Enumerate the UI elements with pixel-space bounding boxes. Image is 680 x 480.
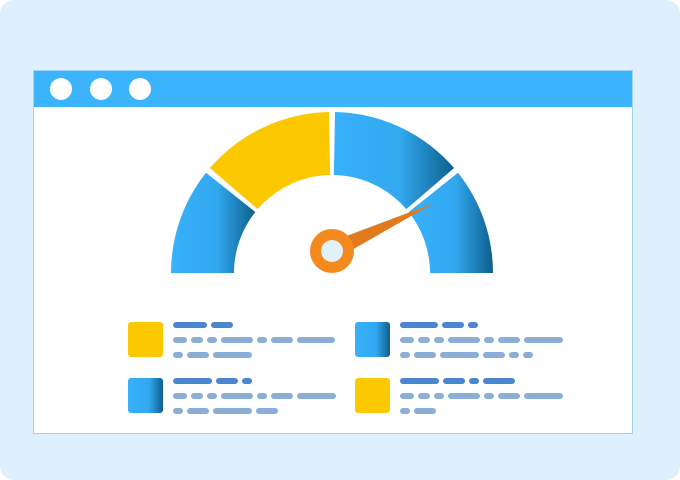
text-bar — [173, 408, 183, 414]
legend-text-placeholder — [173, 352, 252, 358]
text-bar — [257, 393, 267, 399]
legend-heading-placeholder — [173, 378, 252, 384]
window-control-close[interactable] — [50, 78, 72, 100]
text-bar — [221, 393, 253, 399]
text-bar — [434, 393, 444, 399]
legend-text-placeholder — [173, 393, 336, 399]
legend-item — [355, 378, 585, 418]
text-bar — [257, 337, 267, 343]
text-bar — [448, 393, 480, 399]
text-bar — [207, 337, 217, 343]
legend-heading-placeholder — [173, 322, 233, 328]
text-bar — [442, 322, 464, 328]
legend-text-placeholder — [400, 352, 533, 358]
legend-text-placeholder — [173, 337, 335, 343]
legend-heading-placeholder — [400, 378, 515, 384]
window-control-maximize[interactable] — [129, 78, 151, 100]
text-bar — [434, 337, 444, 343]
text-bar — [213, 352, 252, 358]
text-bar — [187, 408, 209, 414]
text-bar — [211, 322, 233, 328]
text-bar — [400, 352, 410, 358]
text-bar — [400, 393, 414, 399]
text-bar — [400, 408, 410, 414]
text-bar — [400, 337, 414, 343]
legend-text-placeholder — [400, 408, 436, 414]
text-bar — [524, 337, 563, 343]
text-bar — [418, 337, 430, 343]
text-bar — [414, 352, 436, 358]
needle-hub-center — [321, 240, 343, 262]
text-bar — [191, 337, 203, 343]
text-bar — [484, 393, 494, 399]
text-bar — [483, 378, 515, 384]
text-bar — [418, 393, 430, 399]
text-bar — [400, 322, 438, 328]
text-bar — [498, 393, 520, 399]
text-bar — [509, 352, 519, 358]
legend-heading-placeholder — [400, 322, 478, 328]
text-bar — [173, 322, 207, 328]
legend-swatch — [128, 322, 163, 357]
text-bar — [443, 378, 465, 384]
text-bar — [221, 337, 253, 343]
gauge-chart — [171, 112, 493, 273]
gauge-segment-1 — [171, 172, 256, 273]
legend-item — [128, 378, 358, 418]
legend-swatch — [128, 378, 163, 413]
text-bar — [173, 352, 183, 358]
browser-window — [33, 70, 633, 434]
text-bar — [271, 393, 293, 399]
text-bar — [484, 337, 494, 343]
text-bar — [173, 393, 187, 399]
text-bar — [469, 378, 479, 384]
text-bar — [173, 337, 187, 343]
legend-text-placeholder — [173, 408, 278, 414]
window-control-minimize[interactable] — [90, 78, 112, 100]
text-bar — [414, 408, 436, 414]
legend-swatch — [355, 322, 390, 357]
text-bar — [271, 337, 293, 343]
legend-item — [128, 322, 358, 362]
text-bar — [483, 352, 505, 358]
text-bar — [297, 337, 335, 343]
text-bar — [523, 352, 533, 358]
legend-swatch — [355, 378, 390, 413]
text-bar — [440, 352, 479, 358]
gauge-segment-4 — [408, 172, 493, 273]
text-bar — [173, 378, 212, 384]
title-bar — [34, 71, 632, 107]
text-bar — [468, 322, 478, 328]
gauge-segment-3 — [333, 112, 455, 210]
text-bar — [498, 337, 520, 343]
legend-text-placeholder — [400, 393, 563, 399]
legend-text-placeholder — [400, 337, 563, 343]
text-bar — [207, 393, 217, 399]
text-bar — [524, 393, 563, 399]
text-bar — [187, 352, 209, 358]
text-bar — [213, 408, 252, 414]
text-bar — [448, 337, 480, 343]
gauge-segment-2 — [209, 112, 331, 210]
text-bar — [400, 378, 439, 384]
text-bar — [256, 408, 278, 414]
text-bar — [242, 378, 252, 384]
text-bar — [297, 393, 336, 399]
legend-item — [355, 322, 585, 362]
text-bar — [191, 393, 203, 399]
text-bar — [216, 378, 238, 384]
gauge-needle — [328, 203, 434, 260]
